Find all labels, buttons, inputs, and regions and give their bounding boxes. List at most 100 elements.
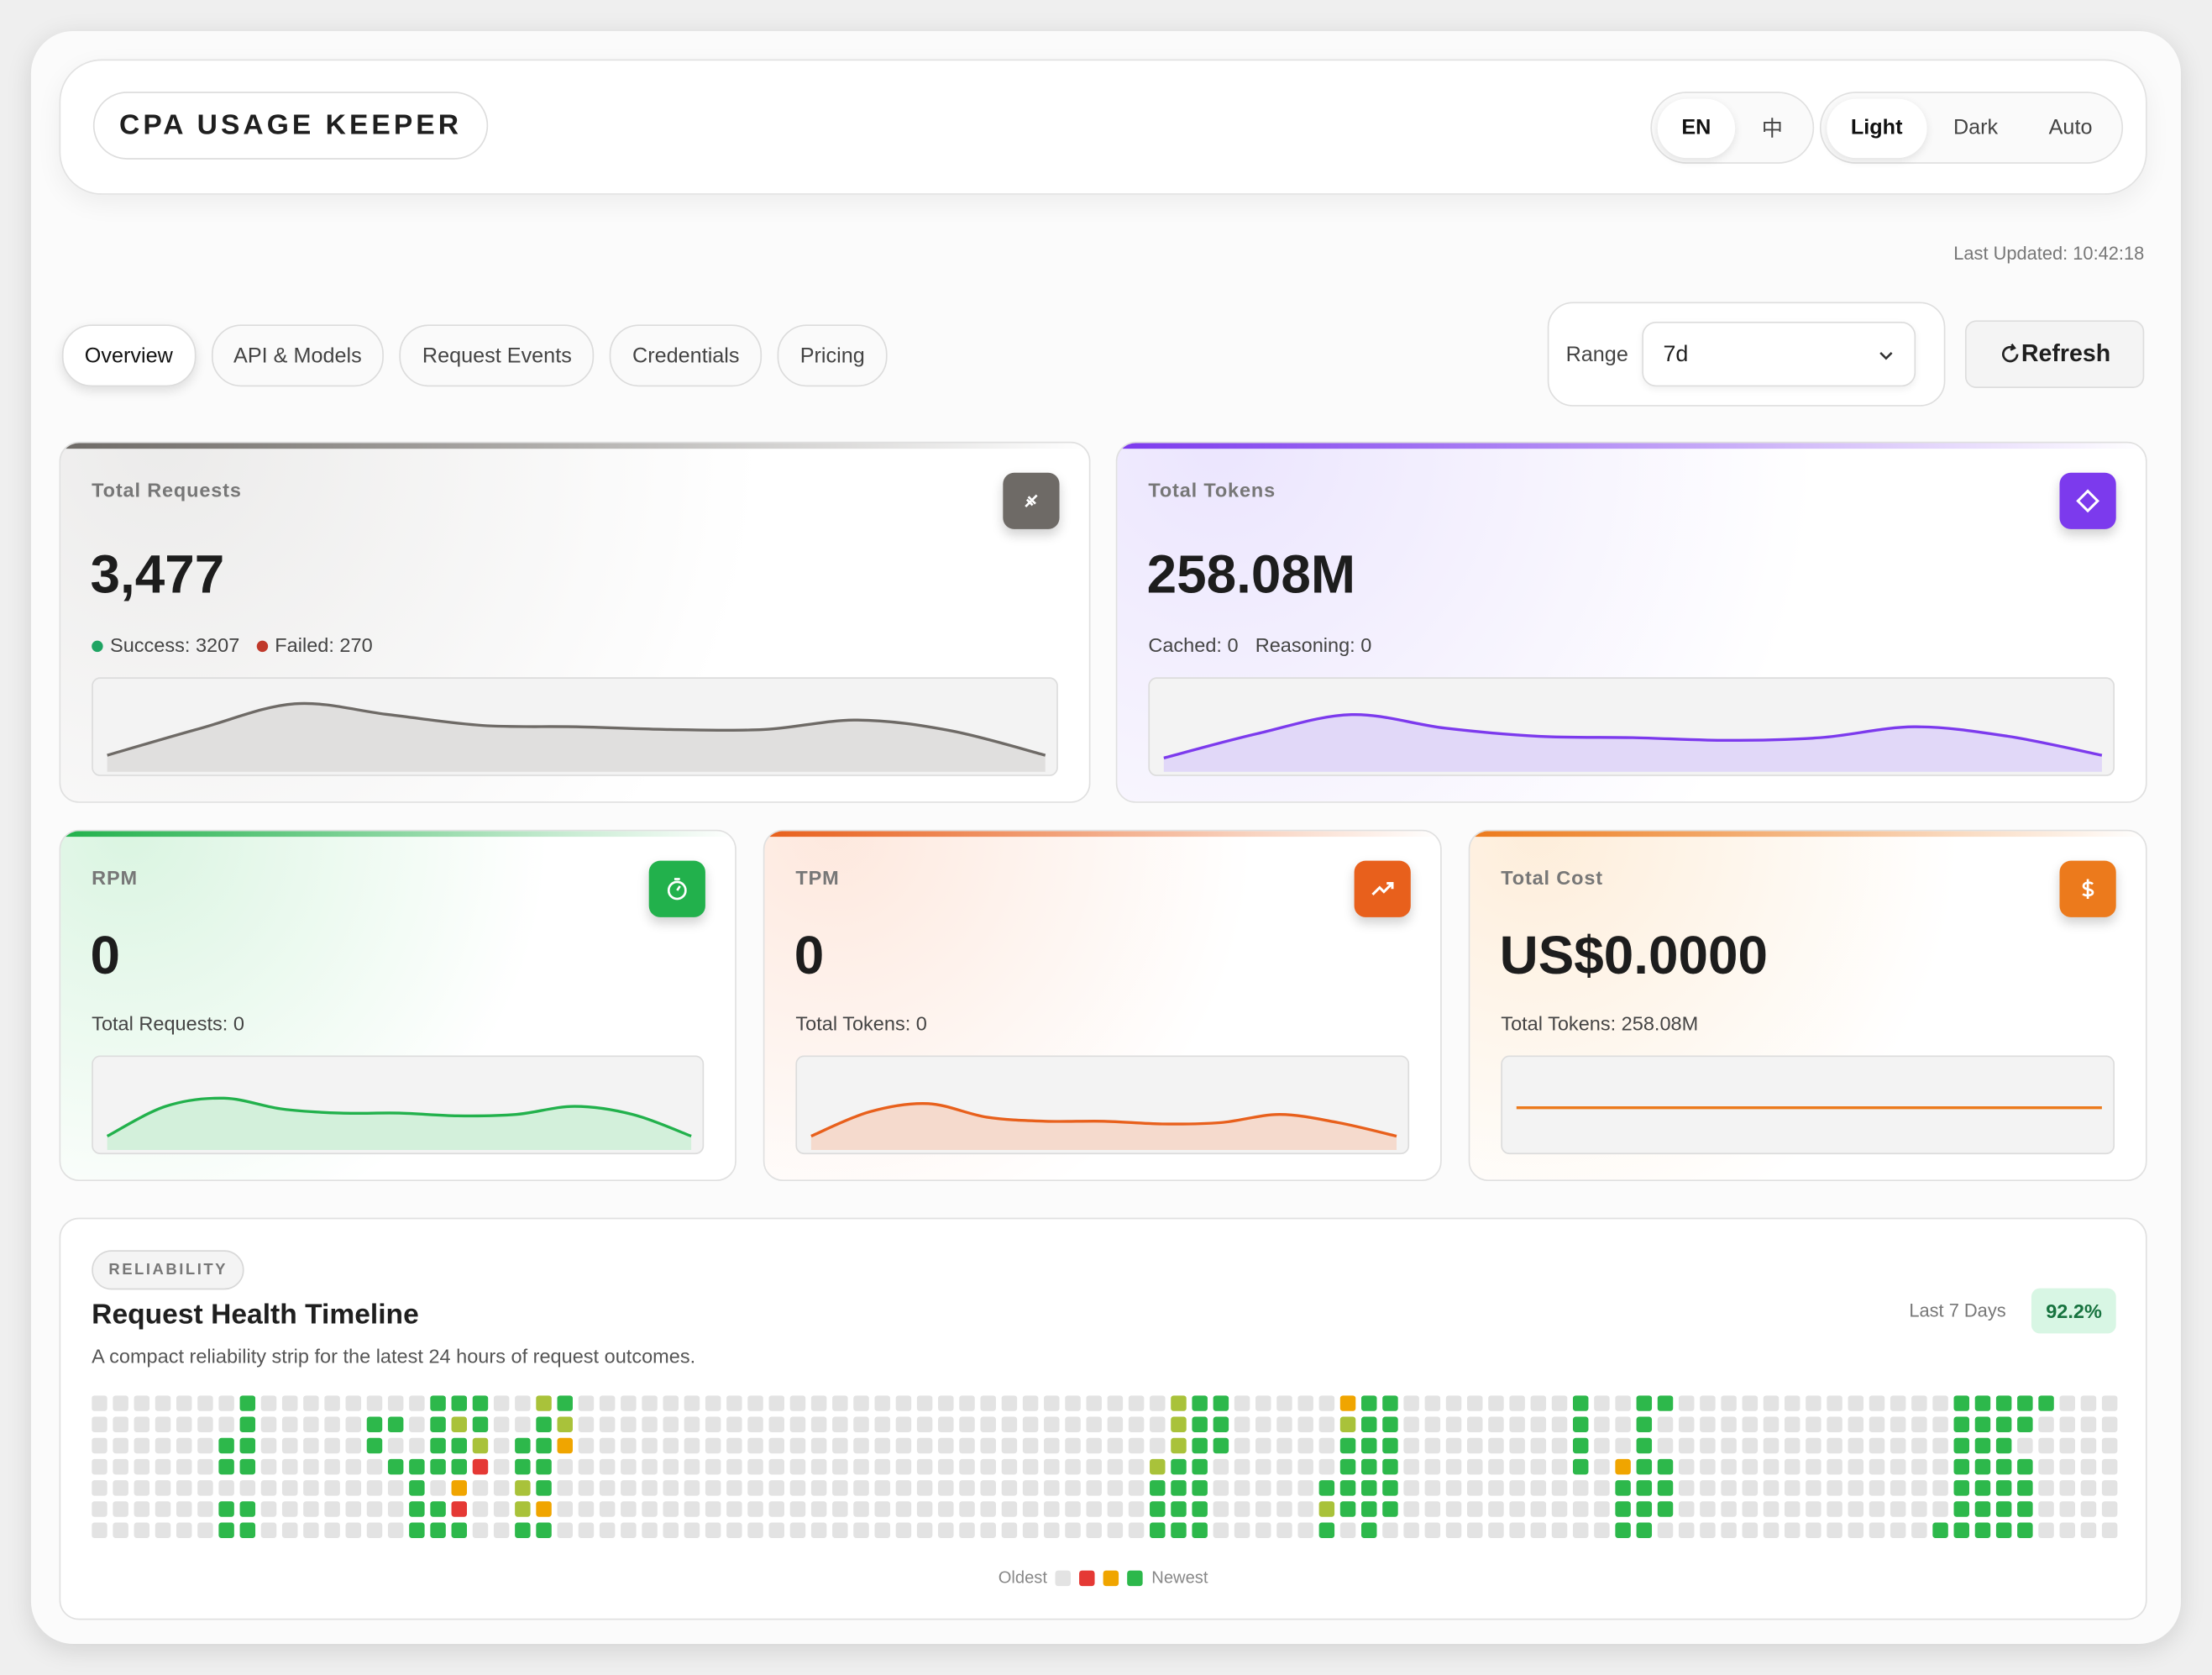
health-cell [1297,1480,1313,1496]
health-cell [1594,1480,1610,1496]
health-cell [1995,1501,2012,1517]
health-cell [1297,1458,1313,1475]
health-cell [92,1416,107,1432]
health-cell [493,1480,510,1496]
health-cell [1086,1416,1102,1432]
health-cell [1488,1501,1504,1517]
health-cell [1700,1416,1716,1432]
theme-option[interactable]: Auto [2048,115,2093,140]
health-cell [515,1522,531,1538]
theme-option[interactable]: Light [1827,97,1927,158]
health-cell [1276,1416,1292,1432]
health-cell [916,1437,933,1454]
health-cell [1297,1416,1313,1432]
sparkline-line [106,1096,692,1138]
health-cell [1530,1395,1547,1411]
health-cell [176,1522,192,1538]
health-cell [345,1437,362,1454]
health-cell [1848,1458,1864,1475]
health-cell [1339,1480,1356,1496]
tab[interactable]: Request Events [400,324,595,387]
health-cell [345,1416,362,1432]
health-cell [1806,1458,1821,1475]
sparkline-box [1148,677,2115,776]
health-cell [1657,1480,1674,1496]
metric-card: Total Tokens 258.08M Cached: 0 Reasoning: 0 [1115,441,2147,803]
health-cell [409,1458,425,1475]
health-cell [1255,1416,1271,1432]
card-label: Total Cost [1501,866,1603,890]
card-details: Total Tokens: 0 [795,1011,926,1034]
health-cell [493,1501,510,1517]
language-option[interactable]: EN [1657,97,1735,158]
health-cell [218,1522,234,1538]
health-cell [1572,1522,1589,1538]
health-cell [536,1437,552,1454]
health-cell [2017,1522,2033,1538]
health-cell [705,1480,721,1496]
legend-start: Oldest [998,1567,1047,1588]
health-cell [853,1458,869,1475]
health-cell [1107,1458,1124,1475]
theme-option[interactable]: Dark [1953,115,1999,140]
tab[interactable]: API & Models [211,324,385,387]
health-cell [2059,1522,2075,1538]
health-cell [747,1458,763,1475]
detail: Total Tokens: 258.08M [1501,1011,1698,1034]
health-cell [1213,1458,1229,1475]
health-cell [1636,1437,1653,1454]
health-cell [810,1437,827,1454]
tab[interactable]: Credentials [610,324,763,387]
health-cell [853,1522,869,1538]
health-cell [1361,1458,1377,1475]
legend-end: Newest [1151,1567,1208,1588]
icon-glyph [667,878,687,901]
health-cell [92,1480,107,1496]
health-cell [1995,1437,2012,1454]
health-cell [1530,1480,1547,1496]
health-cell [1890,1395,1906,1411]
health-cell [1382,1395,1398,1411]
health-cell [1742,1522,1759,1538]
health-cell [557,1501,573,1517]
health-cell [2101,1522,2118,1538]
health-cell [1107,1437,1124,1454]
health-cell [1953,1395,1970,1411]
health-cell [663,1416,679,1432]
health-cell [1890,1458,1906,1475]
health-cell [1530,1416,1547,1432]
health-cell [1953,1437,1970,1454]
icon-glyph [2082,879,2094,900]
card-details: Total Requests: 0 [92,1011,244,1034]
card-details: Total Tokens: 258.08M [1501,1011,1698,1034]
health-cell [663,1458,679,1475]
success-rate: 92.2% [2031,1288,2116,1334]
health-cell [789,1501,806,1517]
health-cell [1234,1416,1250,1432]
refresh-button[interactable]: Refresh [1964,320,2145,388]
range-select[interactable]: 7d [1642,321,1916,387]
health-cell [557,1395,573,1411]
tab[interactable]: Pricing [777,324,888,387]
card-label: Total Tokens [1148,478,1276,501]
health-cell [1911,1458,1927,1475]
health-cell [1784,1395,1801,1411]
health-cell [451,1501,468,1517]
health-cell [1255,1437,1271,1454]
health-cell [1424,1395,1441,1411]
health-cell [1678,1522,1695,1538]
tab[interactable]: Overview [61,324,196,387]
health-cell [218,1480,234,1496]
health-cell [1318,1480,1335,1496]
health-cell [1297,1522,1313,1538]
language-option[interactable]: 中 [1761,117,1784,141]
health-cell [1466,1437,1483,1454]
health-cell [663,1480,679,1496]
health-cell [1044,1522,1060,1538]
detail-text: Total Tokens: 258.08M [1501,1011,1699,1035]
health-cell [345,1395,362,1411]
health-cell [1848,1395,1864,1411]
health-cell [726,1522,742,1538]
health-cell [1276,1480,1292,1496]
health-cell [599,1501,616,1517]
